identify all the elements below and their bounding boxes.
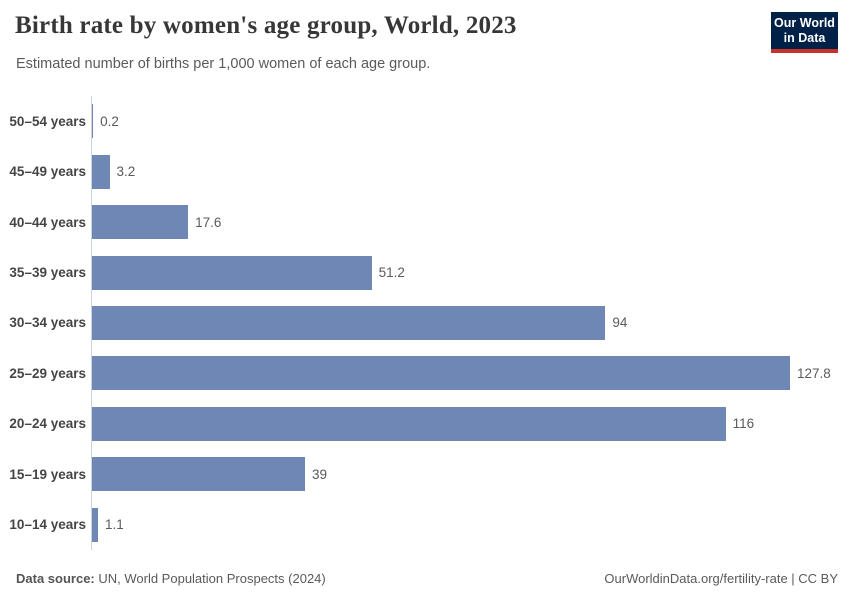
owid-logo-line1: Our World xyxy=(774,15,835,30)
chart-row: 25–29 years 127.8 xyxy=(0,348,850,398)
row-plot-area: 127.8 xyxy=(92,348,850,398)
row-plot-area: 39 xyxy=(92,449,850,499)
y-axis-line xyxy=(91,96,92,550)
owid-logo[interactable]: Our World in Data xyxy=(771,12,838,53)
data-source-text: UN, World Population Prospects (2024) xyxy=(94,571,326,586)
row-plot-area: 17.6 xyxy=(92,197,850,247)
category-label: 20–24 years xyxy=(9,416,86,432)
footer: Data source: UN, World Population Prospe… xyxy=(16,571,838,586)
plot-rows: 50–54 years 0.2 45–49 years 3.2 40–44 ye… xyxy=(0,96,850,550)
row-plot-area: 3.2 xyxy=(92,146,850,196)
chart-row: 15–19 years 39 xyxy=(0,449,850,499)
value-label: 94 xyxy=(612,315,628,331)
category-label: 45–49 years xyxy=(9,164,86,180)
category-label: 15–19 years xyxy=(9,466,86,482)
chart-row: 50–54 years 0.2 xyxy=(0,96,850,146)
credit-link[interactable]: OurWorldinData.org/fertility-rate | CC B… xyxy=(604,571,838,586)
bar[interactable] xyxy=(92,154,110,189)
data-source-label: Data source: xyxy=(16,571,95,586)
bar-chart: 50–54 years 0.2 45–49 years 3.2 40–44 ye… xyxy=(0,96,850,550)
chart-row: 30–34 years 94 xyxy=(0,298,850,348)
category-label: 40–44 years xyxy=(9,214,86,230)
category-label: 35–39 years xyxy=(9,265,86,281)
owid-logo-line2: in Data xyxy=(783,30,826,45)
bar[interactable] xyxy=(92,457,305,492)
chart-row: 35–39 years 51.2 xyxy=(0,247,850,297)
row-plot-area: 51.2 xyxy=(92,247,850,297)
bar[interactable] xyxy=(92,305,606,340)
row-plot-area: 0.2 xyxy=(92,96,850,146)
value-label: 3.2 xyxy=(116,164,136,180)
page-title: Birth rate by women's age group, World, … xyxy=(15,12,517,39)
bar[interactable] xyxy=(92,104,94,139)
bar[interactable] xyxy=(92,255,372,290)
chart-row: 45–49 years 3.2 xyxy=(0,146,850,196)
value-label: 51.2 xyxy=(378,265,405,281)
value-label: 0.2 xyxy=(100,113,119,129)
value-label: 17.6 xyxy=(195,214,222,230)
row-plot-area: 1.1 xyxy=(92,500,850,550)
page-subtitle: Estimated number of births per 1,000 wom… xyxy=(16,56,431,72)
data-source: Data source: UN, World Population Prospe… xyxy=(16,571,326,586)
category-label: 30–34 years xyxy=(9,315,86,331)
category-label: 10–14 years xyxy=(9,517,86,533)
category-label: 25–29 years xyxy=(9,365,86,381)
value-label: 39 xyxy=(312,466,328,482)
row-plot-area: 116 xyxy=(92,399,850,449)
chart-row: 40–44 years 17.6 xyxy=(0,197,850,247)
bar[interactable] xyxy=(92,406,726,441)
bar[interactable] xyxy=(92,205,189,240)
bar[interactable] xyxy=(92,356,790,391)
bar[interactable] xyxy=(92,507,98,542)
category-label: 50–54 years xyxy=(9,113,86,129)
value-label: 116 xyxy=(732,416,755,432)
value-label: 127.8 xyxy=(797,365,831,381)
value-label: 1.1 xyxy=(105,517,124,533)
row-plot-area: 94 xyxy=(92,298,850,348)
chart-row: 20–24 years 116 xyxy=(0,399,850,449)
chart-row: 10–14 years 1.1 xyxy=(0,500,850,550)
owid-logo-text: Our World in Data xyxy=(774,16,835,46)
